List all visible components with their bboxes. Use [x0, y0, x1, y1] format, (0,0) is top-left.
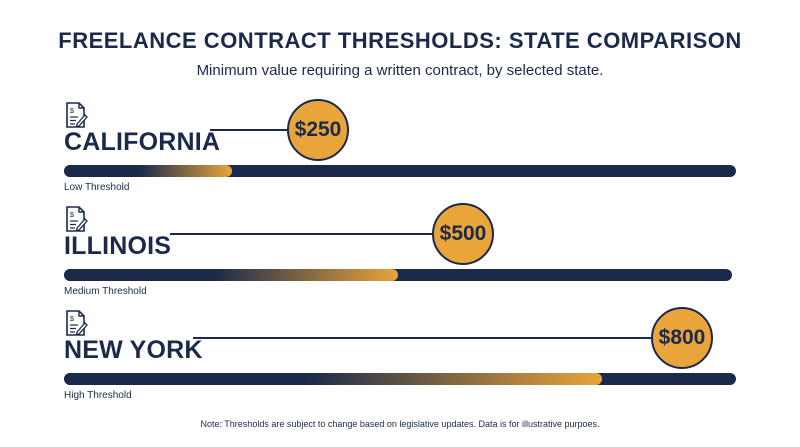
value-connector [193, 337, 653, 339]
svg-text:$: $ [70, 316, 74, 323]
contract-document-icon: $ [66, 206, 88, 232]
threshold-level-label: High Threshold [64, 390, 132, 401]
threshold-bar-fill [64, 165, 232, 177]
threshold-level-label: Low Threshold [64, 182, 130, 193]
threshold-bar-track [64, 373, 736, 385]
svg-text:$: $ [70, 212, 74, 219]
threshold-bar-track [64, 269, 732, 281]
footnote: Note: Thresholds are subject to change b… [200, 419, 600, 429]
threshold-bar-fill [64, 373, 602, 385]
chart-subtitle: Minimum value requiring a written contra… [196, 62, 604, 79]
threshold-bar-track [64, 165, 736, 177]
value-connector [170, 233, 432, 235]
value-connector [210, 129, 290, 131]
threshold-level-label: Medium Threshold [64, 286, 147, 297]
state-label: NEW YORK [64, 336, 203, 364]
state-row-california: $ CALIFORNIA $250 Low Threshold [0, 99, 800, 200]
threshold-bar-fill [64, 269, 398, 281]
value-bubble: $250 [287, 99, 349, 161]
value-bubble: $500 [432, 203, 494, 265]
svg-text:$: $ [70, 108, 74, 115]
contract-document-icon: $ [66, 102, 88, 128]
contract-document-icon: $ [66, 310, 88, 336]
chart-title: FREELANCE CONTRACT THRESHOLDS: STATE COM… [58, 28, 742, 53]
state-row-illinois: $ ILLINOIS $500 Medium Threshold [0, 203, 800, 304]
state-label: ILLINOIS [64, 232, 172, 260]
state-row-new-york: $ NEW YORK $800 High Threshold [0, 307, 800, 408]
state-label: CALIFORNIA [64, 128, 221, 156]
value-bubble: $800 [651, 307, 713, 369]
